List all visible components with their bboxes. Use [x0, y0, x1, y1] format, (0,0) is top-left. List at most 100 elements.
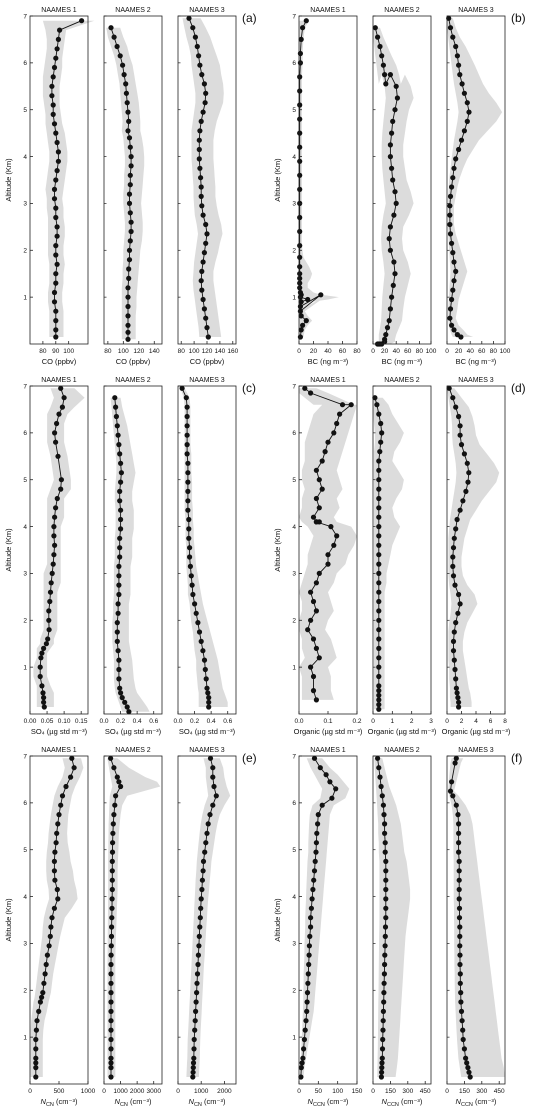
data-point: [376, 561, 382, 567]
data-point: [195, 620, 201, 626]
subplot-3: NAAMES 3 0 1000 2000 NCN (cm⁻³): [176, 747, 237, 1108]
data-point: [331, 542, 337, 548]
data-point: [184, 442, 190, 448]
variability-band: [448, 758, 505, 1077]
data-point: [54, 495, 60, 502]
data-point: [37, 999, 44, 1005]
data-point: [48, 924, 54, 930]
data-point: [43, 961, 49, 968]
data-point: [53, 308, 59, 314]
data-point: [313, 697, 319, 703]
data-point: [109, 915, 115, 921]
data-point: [297, 144, 303, 150]
variability-band: [447, 18, 503, 338]
x-tick-label: 0.10: [58, 718, 71, 725]
data-point: [109, 905, 115, 911]
data-point: [118, 783, 124, 790]
data-point: [458, 1008, 465, 1015]
subplot-2: NAAMES 2 80 100 120 140 CO (ppbv): [103, 7, 163, 366]
data-point: [111, 34, 117, 40]
data-point: [376, 645, 382, 652]
data-point: [446, 385, 452, 391]
y-tick-label: 2: [23, 618, 27, 625]
data-point: [201, 306, 207, 312]
data-point: [452, 760, 458, 766]
data-point: [190, 25, 196, 31]
data-point: [116, 779, 122, 785]
x-tick-label: 60: [404, 348, 412, 355]
data-point: [109, 886, 115, 893]
data-point: [308, 617, 314, 623]
subplot-title: NAAMES 1: [310, 377, 346, 384]
data-point: [297, 280, 303, 286]
x-tick-label: 4: [474, 718, 478, 725]
y-tick-label: 4: [23, 524, 27, 531]
data-point: [200, 109, 206, 115]
data-point: [41, 699, 47, 705]
data-point: [111, 765, 117, 771]
data-point: [190, 1060, 197, 1066]
data-point: [457, 924, 463, 930]
data-point: [187, 563, 193, 570]
data-point: [328, 524, 334, 530]
plot-frame: [177, 755, 237, 1085]
data-point: [446, 15, 452, 21]
data-point: [108, 1074, 114, 1080]
data-point: [112, 395, 118, 401]
data-point: [467, 1074, 473, 1080]
data-point: [47, 933, 53, 940]
data-point: [33, 1060, 39, 1066]
data-point: [376, 570, 382, 577]
data-point: [124, 100, 130, 106]
data-point: [455, 695, 461, 701]
data-point: [205, 690, 211, 696]
data-point: [457, 980, 463, 986]
panel-letter: (d): [511, 381, 526, 395]
x-tick-label: 20: [455, 348, 463, 355]
data-point: [53, 130, 59, 136]
data-point: [52, 514, 58, 520]
data-point: [53, 280, 59, 286]
data-point: [456, 868, 462, 874]
x-axis-label: SO₄ (µg std m⁻³): [179, 727, 236, 736]
data-point: [210, 802, 216, 808]
data-point: [306, 961, 312, 968]
data-point: [40, 990, 46, 996]
data-point: [459, 81, 465, 87]
data-point: [377, 43, 383, 50]
panel-letter: (f): [511, 751, 522, 765]
data-point: [113, 404, 119, 410]
data-point: [334, 420, 340, 427]
x-tick-label: 0: [445, 348, 449, 355]
data-point: [465, 1065, 471, 1071]
data-point: [316, 570, 322, 577]
data-point: [450, 175, 456, 181]
data-point: [116, 676, 122, 682]
data-point: [41, 645, 47, 652]
data-point: [310, 673, 317, 680]
plot-frame: [372, 15, 432, 345]
x-tick-label: 450: [420, 1088, 431, 1095]
data-point: [305, 627, 311, 633]
y-tick-label: 5: [23, 107, 27, 114]
panel-letter: (c): [242, 381, 256, 395]
data-point: [116, 563, 122, 570]
data-point: [116, 657, 122, 663]
subplot-title: NAAMES 1: [41, 7, 77, 14]
data-point: [190, 1074, 196, 1080]
x-axis-label: BC (ng m⁻³): [308, 357, 349, 366]
data-point: [115, 601, 121, 607]
data-point: [53, 505, 59, 511]
data-point: [54, 420, 60, 427]
data-point: [79, 18, 85, 24]
data-point: [210, 765, 216, 771]
data-point: [186, 516, 192, 523]
data-point: [313, 849, 319, 855]
subplot-1: NAAMES 1 80 90 100 CO (ppbv) 1 2 3 4 5 6 7: [23, 7, 95, 366]
data-point: [120, 62, 126, 68]
data-point: [121, 72, 127, 78]
data-point: [337, 411, 343, 417]
data-point: [379, 53, 385, 59]
